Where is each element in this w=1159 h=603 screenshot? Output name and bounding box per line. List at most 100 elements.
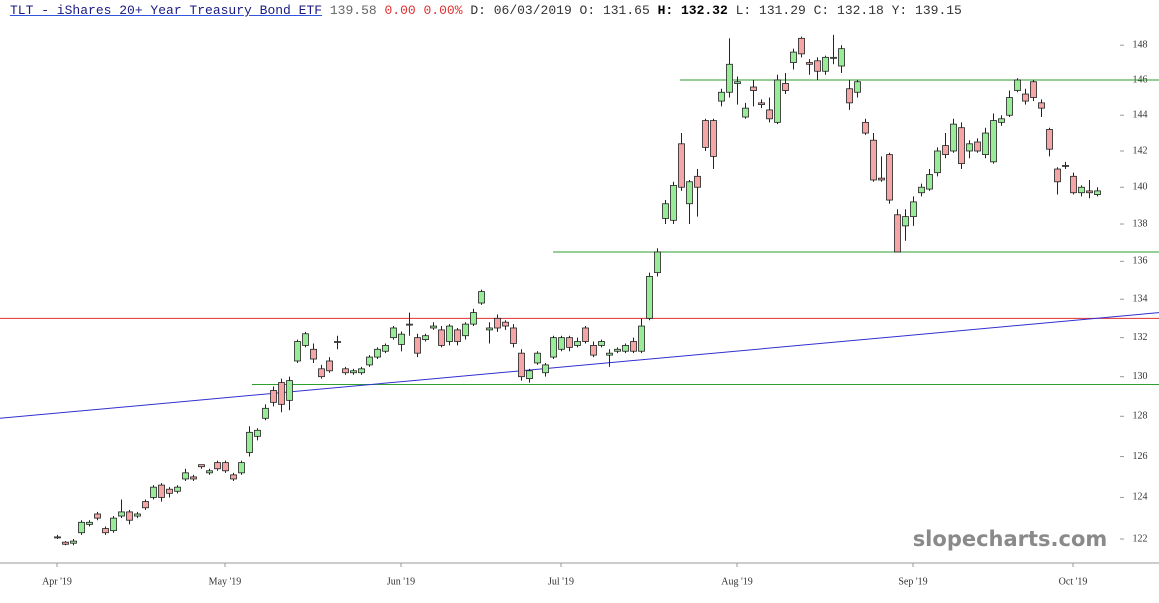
candle-body [318, 368, 325, 378]
candle-body [918, 186, 925, 194]
x-tick-label: Sep '19 [898, 576, 927, 587]
price-change: 0.00 0.00% [384, 3, 463, 18]
candle-body [854, 81, 861, 93]
candle-body [278, 382, 285, 405]
candle-body [158, 484, 165, 498]
candle-body [614, 348, 621, 352]
candle-body [478, 291, 485, 304]
candle-body [966, 143, 973, 152]
candle-body [910, 201, 917, 218]
candle-body [294, 341, 301, 362]
header: TLT - iShares 20+ Year Treasury Bond ETF… [10, 3, 962, 18]
candle-body [710, 120, 717, 157]
candle-body [214, 462, 221, 470]
y-tick-label: 140 [1133, 182, 1148, 193]
candle-body [94, 513, 101, 519]
last-price: 139.58 [329, 3, 377, 18]
y-tick-label: 142 [1133, 145, 1148, 156]
chart-title[interactable]: TLT - iShares 20+ Year Treasury Bond ETF [10, 3, 323, 18]
candle-body [694, 175, 701, 188]
x-tick-label: May '19 [209, 576, 242, 587]
candle-body [1070, 175, 1077, 194]
candle-body [702, 120, 709, 148]
candle-body [238, 462, 245, 474]
candle-body [230, 474, 237, 480]
candle-body [574, 341, 581, 346]
y-tick-label: 122 [1133, 533, 1148, 544]
candle-body [182, 472, 189, 480]
candle-body [934, 150, 941, 174]
candle-body [726, 63, 733, 93]
candle-body [998, 118, 1005, 123]
candle-body [846, 88, 853, 104]
candle-body [878, 177, 885, 181]
candle-body [406, 323, 413, 326]
candle-body [374, 348, 381, 358]
y-tick-label: 130 [1133, 371, 1148, 382]
candle-body [654, 251, 661, 274]
candle-body [70, 540, 77, 544]
candle-body [790, 51, 797, 63]
candle-body [518, 352, 525, 378]
candle-body [638, 325, 645, 352]
trend-line [0, 312, 1159, 419]
candle-body [254, 429, 261, 437]
y-tick-label: 134 [1133, 294, 1148, 305]
candle-body [822, 56, 829, 72]
candle-body [398, 333, 405, 345]
candle-body [782, 83, 789, 91]
candle-body [526, 370, 533, 380]
candle-body [774, 79, 781, 123]
candle-body [222, 462, 229, 472]
candle-body [246, 431, 253, 453]
watermark: slopecharts.com [913, 527, 1108, 551]
candle-body [86, 521, 93, 525]
candle-body [670, 185, 677, 221]
candle-body [190, 476, 197, 480]
candle-body [134, 513, 141, 517]
y-tick-label: 144 [1133, 110, 1148, 121]
candle-body [510, 327, 517, 344]
candle-body [806, 62, 813, 65]
candle-body [686, 181, 693, 205]
candle-body [734, 81, 741, 84]
y-tick-label: 128 [1133, 411, 1148, 422]
candle-body [662, 203, 669, 219]
candle-body [1086, 190, 1093, 194]
candle-body [886, 154, 893, 201]
x-tick-label: Jun '19 [387, 576, 415, 587]
candle-body [1038, 102, 1045, 109]
candle-body [166, 488, 173, 494]
candle-body [814, 60, 821, 72]
y-tick-label: 138 [1133, 218, 1148, 229]
candle-body [606, 352, 613, 356]
candle-body [862, 121, 869, 134]
candle-body [382, 344, 389, 352]
candle-body [534, 352, 541, 364]
candle-body [798, 37, 805, 55]
candle-body [622, 344, 629, 352]
candle-body [718, 91, 725, 102]
ohlc-info: D: 06/03/2019 O: 131.65 [470, 3, 650, 18]
candle-body [126, 511, 133, 521]
candle-body [942, 145, 949, 155]
candle-body [598, 341, 605, 346]
candle-body [678, 143, 685, 188]
candle-body [302, 333, 309, 346]
candle-body [542, 364, 549, 374]
candle-body [582, 327, 589, 342]
candle-body [750, 86, 757, 91]
candle-body [494, 317, 501, 329]
candle-body [630, 341, 637, 352]
y-tick-label: 132 [1133, 332, 1148, 343]
candle-body [1062, 165, 1069, 167]
candle-body [366, 356, 373, 366]
candle-body [150, 486, 157, 498]
candle-body [470, 312, 477, 325]
candle-body [766, 109, 773, 120]
candle-body [1094, 190, 1101, 195]
y-tick-label: 124 [1133, 492, 1148, 503]
candle-body [1030, 81, 1037, 98]
